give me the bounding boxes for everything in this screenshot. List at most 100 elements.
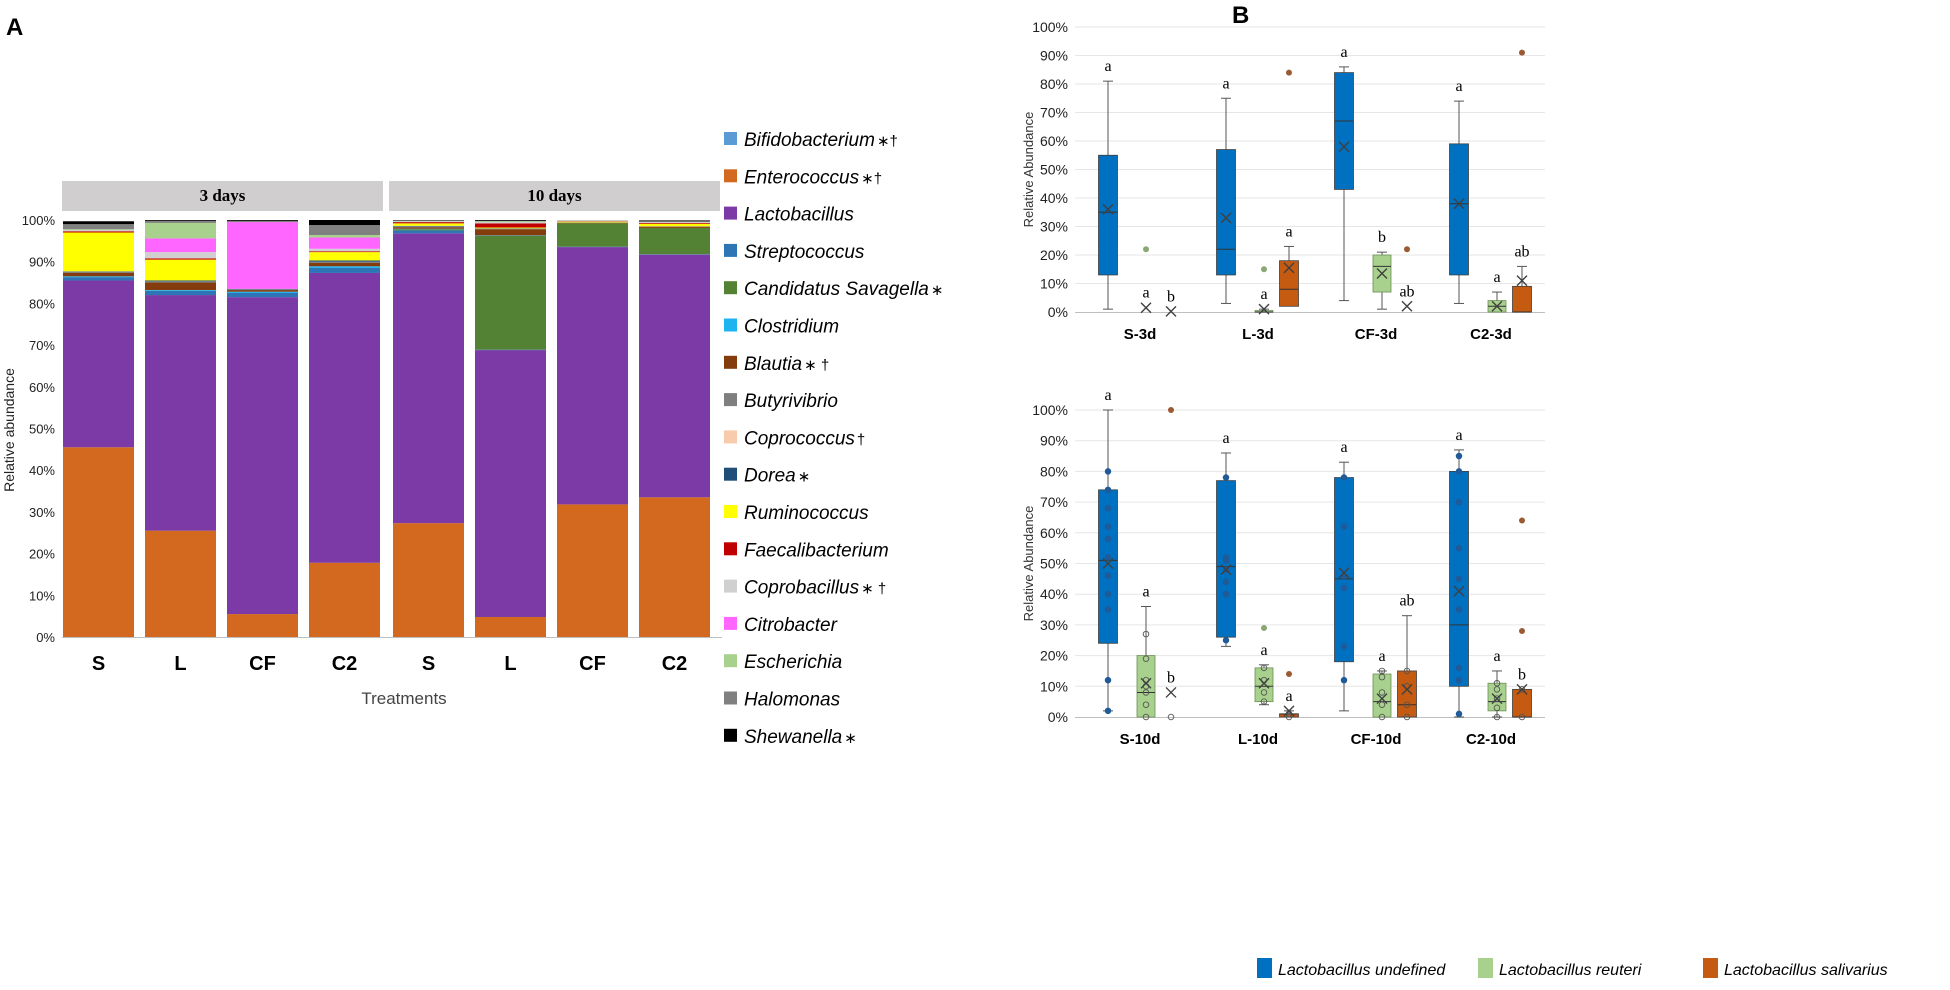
legend-swatch-faecalibacterium (724, 542, 737, 556)
boxplot-day10: 0% 10% 20% 30% 40% 50% 60% 70% 80% 90% 100% Relativ… (1021, 387, 1545, 748)
bar-segment-butyrivibrio (393, 226, 464, 228)
bar-segment-halomonas (639, 221, 710, 223)
bar-segment-enterococcus (557, 504, 628, 637)
mean-marker (1491, 693, 1503, 705)
bar-segment-blautia (63, 272, 134, 277)
data-point (1340, 643, 1348, 650)
legend-swatch-clostridium (724, 318, 737, 332)
data-point (1493, 695, 1501, 702)
bar-segment-citrobacter (227, 222, 298, 289)
bar-segment-lactobacillus (639, 254, 710, 498)
bar-segment-lactobacillus (393, 233, 464, 524)
legend-label-reuteri: Lactobacillus reuteri (1499, 962, 1642, 979)
y-tick-label: 0% (1048, 304, 1068, 320)
y-tick-label: 30% (1040, 617, 1068, 633)
mean-marker (1102, 203, 1114, 215)
y-tick-label: 100% (22, 213, 56, 228)
bar-segment-savagella (639, 227, 710, 255)
legend-mark: ∗ (931, 282, 944, 299)
data-point (1104, 590, 1112, 598)
data-point (1455, 676, 1463, 684)
box-undefined (1216, 149, 1236, 276)
mean-marker (1491, 300, 1503, 312)
y-tick-label: 10% (1040, 678, 1068, 694)
y-tick-label: 10% (29, 588, 55, 603)
data-point (1378, 673, 1386, 681)
y-tick-label: 50% (1040, 162, 1068, 178)
bar-segment-citrobacter (145, 238, 216, 253)
significance-letter: b (1167, 288, 1175, 305)
y-tick-label: 80% (1040, 76, 1068, 92)
significance-letter: a (1493, 648, 1500, 665)
data-point (1455, 710, 1463, 718)
significance-letter: a (1285, 688, 1292, 705)
bar-segment-clostridium (63, 276, 134, 278)
y-tick-label: 70% (1040, 494, 1068, 510)
bar-segment-escherichia (63, 229, 134, 231)
data-point (1518, 713, 1526, 721)
y-tick-label: 70% (29, 338, 55, 353)
outlier-point (1519, 628, 1525, 635)
legend-label-blautia: Blautia ∗ † (744, 354, 829, 375)
data-point (1455, 452, 1463, 460)
bar-segment-shewanella (227, 220, 298, 221)
significance-letter: a (1104, 387, 1111, 404)
mean-marker (1376, 693, 1388, 705)
legend-mark: ∗† (877, 133, 898, 150)
y-tick-label: 20% (29, 547, 55, 562)
bar-segment-dorea (145, 280, 216, 282)
bar-segment-clostridium (145, 290, 216, 291)
bar-segment-shewanella (639, 220, 710, 222)
outlier-point (1519, 517, 1525, 524)
bar-segment-lactobacillus (145, 295, 216, 531)
bar-segment-coprobacillus (63, 230, 134, 232)
bar-segment-halomonas (63, 224, 134, 230)
legend-label-halomonas: Halomonas (744, 690, 841, 711)
mean-marker (1102, 558, 1114, 569)
bar-segment-citrobacter (309, 237, 380, 249)
data-point (1104, 535, 1112, 543)
outlier-point (1143, 246, 1149, 253)
data-point (1222, 578, 1230, 586)
bar-segment-escherichia (475, 221, 546, 223)
box-salivarius (1512, 688, 1532, 718)
bar-segment-shewanella (145, 220, 216, 221)
bar-segment-faecalibacterium (63, 231, 134, 233)
significance-letter: a (1340, 44, 1347, 61)
significance-letter: a (1142, 583, 1149, 600)
legend-swatch-lactobacillus (724, 206, 737, 220)
outlier-point (1261, 266, 1267, 273)
significance-letter: a (1142, 285, 1149, 302)
bar-segment-escherichia (145, 222, 216, 239)
legend-swatch-savagella (724, 281, 737, 295)
outlier-point (1519, 49, 1525, 56)
y-tick-label: 60% (1040, 133, 1068, 149)
y-tick-label: 90% (29, 255, 55, 270)
data-point (1104, 504, 1112, 512)
legend-label-savagella: Candidatus Savagella ∗ (744, 279, 943, 300)
bar-segment-enterococcus (639, 497, 710, 637)
data-point (1493, 679, 1501, 687)
legend-mark: ∗ † (861, 581, 886, 598)
box-undefined (1098, 489, 1118, 644)
bar-segment-lactobacillus (309, 272, 380, 563)
y-tick-label: 50% (29, 422, 55, 437)
x-category-label: L (504, 653, 516, 675)
legend-swatch-blautia (724, 355, 737, 369)
bar-segment-enterococcus (475, 616, 546, 637)
significance-letter: a (1455, 427, 1462, 444)
legend-name: Lactobacillus (744, 205, 854, 226)
x-category-label: S (92, 653, 105, 675)
x-category-label: S-3d (1124, 326, 1157, 343)
data-point (1403, 701, 1411, 708)
bar-segment-faecalibacterium (309, 251, 380, 253)
x-category-label: C2 (662, 653, 688, 675)
legend-swatch-coprobacillus (724, 579, 737, 593)
x-category-label: CF-3d (1355, 326, 1398, 343)
data-point (1104, 523, 1112, 530)
legend-name: Clostridium (744, 317, 839, 338)
legend-swatch-bifidobacterium (724, 132, 737, 145)
mean-marker (1401, 300, 1413, 312)
data-point (1222, 554, 1230, 561)
mean-marker (1338, 567, 1350, 579)
